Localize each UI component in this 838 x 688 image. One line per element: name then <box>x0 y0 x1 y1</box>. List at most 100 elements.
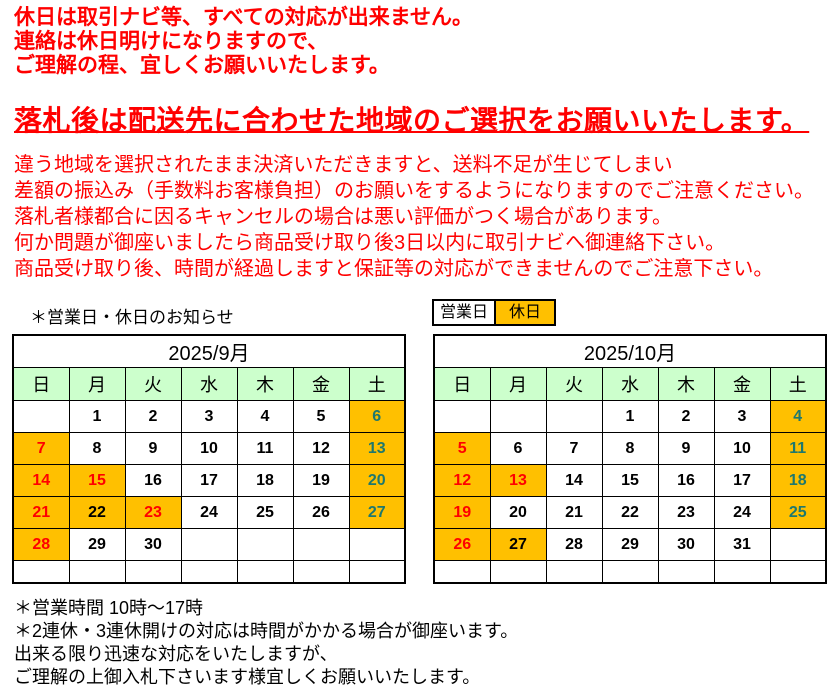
date-cell: 27 <box>489 528 547 561</box>
date-cell <box>657 560 715 584</box>
date-cell: 16 <box>657 464 715 497</box>
date-cell <box>601 560 659 584</box>
date-cell: 2 <box>124 400 182 433</box>
date-cell: 25 <box>769 496 827 529</box>
day-header-cell: 月 <box>68 367 126 401</box>
date-cell: 27 <box>348 496 406 529</box>
date-cell <box>236 560 294 584</box>
date-cell <box>348 528 406 561</box>
date-cell: 17 <box>180 464 238 497</box>
date-cell <box>769 560 827 584</box>
date-cell: 5 <box>292 400 350 433</box>
day-header-cell: 金 <box>292 367 350 401</box>
holiday-notice-line: 連絡は休日明けになりますので、 <box>14 30 329 53</box>
date-cell: 29 <box>601 528 659 561</box>
date-cell <box>180 528 238 561</box>
date-cell: 8 <box>601 432 659 465</box>
day-header-cell: 水 <box>601 367 659 401</box>
business-hours-line: ＊営業時間 10時～17時 <box>14 598 204 618</box>
date-cell: 20 <box>489 496 547 529</box>
calendar-october: 2025/10月日月火水木金土 1 2 3 4 5 6 7 8 9 10 11 12 13 14 15 16 17… <box>433 334 827 584</box>
legend: 営業日 休日 <box>432 299 557 326</box>
day-header-cell: 木 <box>236 367 294 401</box>
date-cell: 30 <box>124 528 182 561</box>
day-header-cell: 日 <box>12 367 70 401</box>
date-cell: 9 <box>657 432 715 465</box>
date-cell: 5 <box>433 432 491 465</box>
date-cell: 22 <box>601 496 659 529</box>
date-cell: 26 <box>433 528 491 561</box>
day-header-cell: 火 <box>545 367 603 401</box>
date-cell <box>12 400 70 433</box>
calendar-title: 2025/9月 <box>12 334 406 368</box>
calendar-section-header: ＊営業日・休日のお知らせ 営業日 休日 <box>0 299 838 327</box>
day-header-cell: 土 <box>769 367 827 401</box>
calendar-september: 2025/9月日月火水木金土 1 2 3 4 5 6 7 8 9 10 11 12 13 1 4 15 16 17 1… <box>12 334 406 584</box>
date-cell: 12 <box>433 464 491 497</box>
date-cell <box>68 560 126 584</box>
date-cell: 16 <box>124 464 182 497</box>
date-cell <box>433 560 491 584</box>
date-cell <box>12 560 70 584</box>
week-row: 19 20 21 22 23 24 25 <box>433 496 827 529</box>
date-cell: 31 <box>713 528 771 561</box>
week-row: 5 6 7 8 9 10 11 <box>433 432 827 465</box>
date-cell: 1 <box>68 400 126 433</box>
transaction-notice-line: 違う地域を選択されたまま決済いただきますと、送料不足が生じてしまい <box>14 154 673 176</box>
date-cell: 28 <box>545 528 603 561</box>
calendars: 2025/9月日月火水木金土 1 2 3 4 5 6 7 8 9 10 11 12 13 14 15 16 17 1… <box>12 334 838 584</box>
date-cell <box>236 528 294 561</box>
date-cell: 6 <box>348 400 406 433</box>
date-cell <box>489 400 547 433</box>
date-cell: 22 <box>68 496 126 529</box>
calendar-section-label: ＊営業日・休日のお知らせ <box>30 308 234 327</box>
week-row: 21 22 23 24 25 26 27 <box>12 496 406 529</box>
date-cell <box>180 560 238 584</box>
date-cell: 4 <box>236 400 294 433</box>
transaction-notice-line: 落札者様都合に因るキャンセルの場合は悪い評価がつく場合があります。 <box>14 206 672 228</box>
week-row: 26 27 28 29 30 31 <box>433 528 827 561</box>
date-cell: 29 <box>68 528 126 561</box>
date-cell: 4 <box>769 400 827 433</box>
day-header-cell: 土 <box>348 367 406 401</box>
date-cell: 12 <box>292 432 350 465</box>
date-cell: 21 <box>12 496 70 529</box>
day-header-cell: 月 <box>489 367 547 401</box>
date-cell: 9 <box>124 432 182 465</box>
transaction-notice-line: 差額の振込み（手数料お客様負担）のお願いをするようになりますのでご注意ください。 <box>14 180 814 202</box>
date-cell: 24 <box>180 496 238 529</box>
date-cell: 3 <box>713 400 771 433</box>
week-row: 7 8 9 10 11 12 13 <box>12 432 406 465</box>
date-cell: 28 <box>12 528 70 561</box>
date-cell <box>489 560 547 584</box>
week-row <box>12 560 406 584</box>
date-cell <box>292 560 350 584</box>
date-cell: 19 <box>292 464 350 497</box>
date-cell: 20 <box>348 464 406 497</box>
date-cell: 1 <box>601 400 659 433</box>
day-header-cell: 火 <box>124 367 182 401</box>
date-cell: 15 <box>68 464 126 497</box>
calendar-title: 2025/10月 <box>433 334 827 368</box>
date-cell <box>292 528 350 561</box>
date-cell: 7 <box>545 432 603 465</box>
date-cell: 3 <box>180 400 238 433</box>
shipping-region-headline: 落札後は配送先に合わせた地域のご選択をお願いいたします。 <box>14 105 810 136</box>
date-cell: 21 <box>545 496 603 529</box>
calendar-title-row: 2025/10月 <box>433 334 827 368</box>
legend-holiday: 休日 <box>494 299 557 326</box>
day-header-cell: 木 <box>657 367 715 401</box>
date-cell: 8 <box>68 432 126 465</box>
date-cell <box>348 560 406 584</box>
day-header-row: 日月火水木金土 <box>12 367 406 401</box>
business-hours-line: ＊2連休・3連休開けの対応は時間がかかる場合が御座います。 <box>14 621 519 641</box>
date-cell <box>769 528 827 561</box>
date-cell: 23 <box>657 496 715 529</box>
date-cell: 11 <box>769 432 827 465</box>
business-hours-line: ご理解の上御入札下さいます様宜しくお願いいたします。 <box>14 667 481 687</box>
day-header-cell: 水 <box>180 367 238 401</box>
date-cell: 14 <box>545 464 603 497</box>
date-cell: 19 <box>433 496 491 529</box>
day-header-cell: 金 <box>713 367 771 401</box>
